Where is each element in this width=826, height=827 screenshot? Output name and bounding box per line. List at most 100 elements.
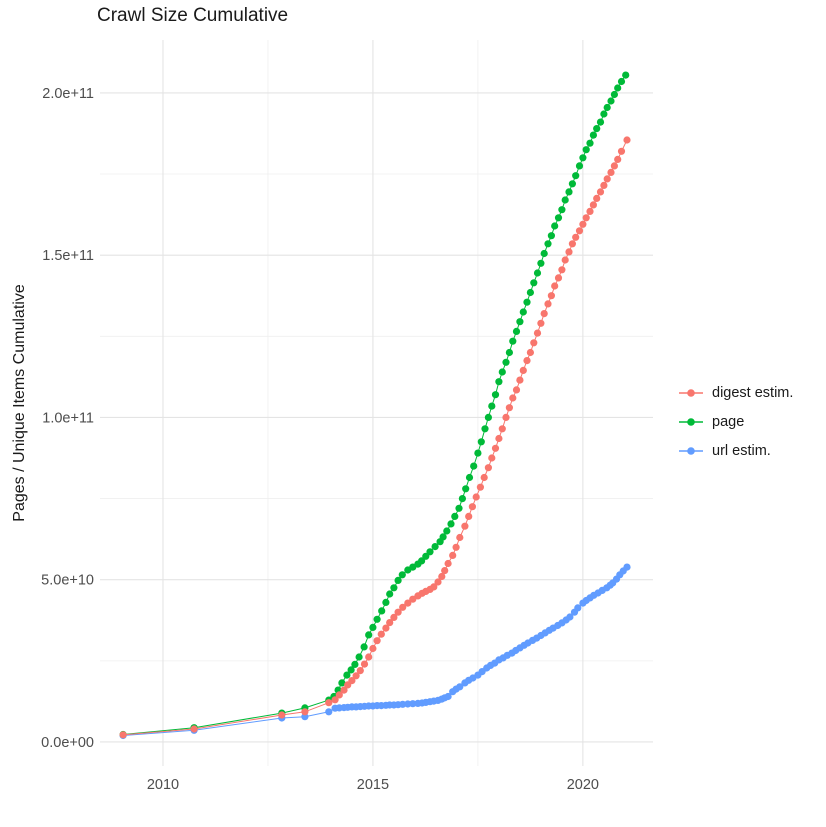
data-point	[568, 240, 577, 248]
data-point	[572, 233, 580, 241]
data-point	[474, 449, 482, 457]
legend-label: page	[712, 413, 745, 430]
data-point	[623, 563, 631, 571]
data-point	[477, 438, 485, 446]
data-point	[512, 327, 521, 335]
data-point	[561, 256, 569, 264]
data-point	[509, 394, 517, 402]
data-point	[509, 337, 517, 345]
data-point	[278, 711, 286, 719]
data-point	[468, 503, 476, 511]
data-point	[533, 329, 542, 337]
y-tick-label: 0.0e+00	[41, 735, 94, 751]
legend-label: digest estim.	[712, 384, 794, 401]
data-point	[426, 548, 434, 556]
data-point	[441, 567, 449, 575]
data-point	[355, 653, 363, 661]
data-point	[430, 583, 438, 591]
data-point	[586, 207, 594, 215]
data-point	[596, 118, 605, 126]
data-point	[565, 248, 573, 256]
data-point	[340, 686, 348, 694]
data-point	[551, 222, 559, 230]
data-point	[540, 310, 548, 318]
data-point	[519, 366, 527, 374]
y-tick-label: 1.5e+11	[42, 248, 94, 264]
data-point	[438, 572, 446, 581]
y-tick-label: 5.0e+10	[41, 573, 94, 589]
data-point	[451, 512, 459, 521]
data-point	[447, 520, 455, 528]
data-point	[566, 613, 574, 621]
data-point	[360, 643, 368, 651]
series-line-digest-estim-	[123, 139, 628, 736]
data-point	[572, 172, 580, 180]
data-point	[373, 637, 381, 645]
data-point	[579, 220, 587, 228]
data-point	[589, 131, 598, 139]
legend-key-icon	[679, 446, 703, 455]
data-point	[600, 110, 608, 118]
data-point	[516, 318, 524, 326]
data-point	[495, 378, 503, 386]
data-point	[462, 485, 470, 493]
data-point	[404, 599, 412, 607]
data-point	[617, 147, 626, 155]
data-point	[558, 206, 566, 214]
data-point	[382, 598, 390, 607]
data-point	[623, 136, 631, 144]
data-point	[394, 576, 402, 585]
data-point	[579, 154, 587, 162]
data-point	[530, 339, 538, 347]
data-point	[348, 677, 356, 685]
data-point	[526, 288, 535, 297]
data-point	[481, 425, 489, 433]
data-point	[119, 731, 127, 739]
data-point	[399, 700, 407, 708]
data-point	[547, 232, 556, 240]
data-point	[498, 425, 506, 433]
data-point	[472, 493, 480, 501]
data-point	[365, 631, 373, 639]
data-point	[431, 543, 439, 551]
data-point	[398, 571, 406, 579]
data-point	[356, 667, 364, 675]
data-point	[418, 557, 426, 565]
y-axis-title: Pages / Unique Items Cumulative	[11, 284, 28, 522]
data-point	[458, 495, 466, 503]
legend-label: url estim.	[712, 442, 771, 459]
x-tick-label: 2015	[357, 777, 389, 793]
data-point	[422, 552, 430, 560]
data-point	[365, 653, 373, 661]
data-point	[484, 413, 492, 421]
data-point	[301, 708, 309, 716]
data-point	[582, 146, 590, 154]
data-point	[523, 298, 531, 306]
data-point	[461, 522, 469, 530]
data-point	[544, 240, 552, 248]
data-point	[386, 590, 394, 598]
y-tick-label: 1.0e+11	[42, 410, 94, 426]
data-point	[502, 413, 510, 421]
data-point	[603, 175, 611, 183]
data-point	[614, 84, 622, 92]
legend-key-icon	[679, 388, 703, 397]
data-point	[607, 168, 615, 176]
data-point	[443, 527, 451, 535]
legend-item-digest-estim: digest estim.	[678, 378, 793, 407]
data-point	[610, 162, 619, 170]
data-point	[480, 473, 488, 482]
data-point	[603, 103, 611, 112]
data-point	[502, 358, 510, 366]
data-point	[610, 90, 619, 99]
data-point	[488, 402, 496, 410]
data-point	[190, 725, 198, 733]
data-point	[537, 259, 545, 267]
data-point	[335, 691, 343, 699]
data-point	[554, 214, 563, 222]
legend-item-url-estim: url estim.	[678, 436, 793, 465]
series-line-page	[123, 74, 627, 735]
data-point	[488, 454, 496, 462]
